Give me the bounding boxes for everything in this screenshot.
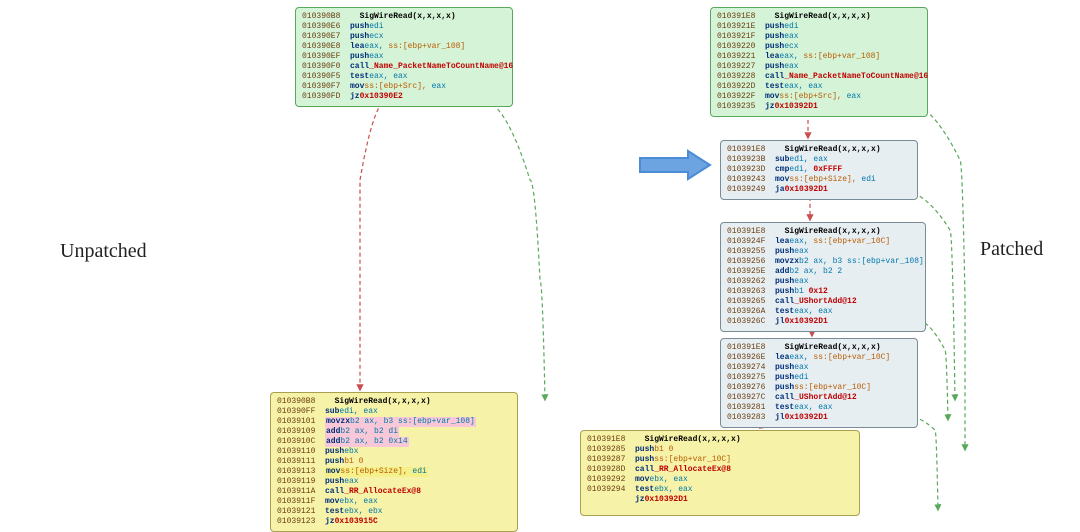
asm-line: 0103922Fmovss:[ebp+Src], eax (717, 92, 921, 102)
asm-line: 0103924Fleaeax, ss:[ebp+var_10C] (727, 237, 919, 247)
label-patched: Patched (980, 238, 1043, 261)
asm-block-L_bot: 010390B8 SigWireRead(x,x,x,x)010390FFsub… (270, 392, 518, 532)
asm-line: 01039220pushecx (717, 42, 921, 52)
asm-line: 01039109addb2 ax, b2 di (277, 427, 511, 437)
asm-line: 01039101movzxb2 ax, b3 ss:[ebp+var_108] (277, 417, 511, 427)
block-header: 010391E8 SigWireRead(x,x,x,x) (727, 343, 911, 353)
asm-line: jz0x10392D1 (587, 495, 853, 505)
asm-line: 01039281testeax, eax (727, 403, 911, 413)
asm-line: 0103910Caddb2 ax, b2 0x14 (277, 437, 511, 447)
block-header: 010391E8 SigWireRead(x,x,x,x) (717, 12, 921, 22)
asm-line: 010390F7movss:[ebp+Src], eax (302, 82, 506, 92)
asm-line: 01039243movss:[ebp+Size], edi (727, 175, 911, 185)
asm-line: 0103926Eleaeax, ss:[ebp+var_10C] (727, 353, 911, 363)
asm-line: 010390EFpusheax (302, 52, 506, 62)
asm-line: 0103922Dtesteax, eax (717, 82, 921, 92)
block-header: 010391E8 SigWireRead(x,x,x,x) (727, 227, 919, 237)
block-header: 010391E8 SigWireRead(x,x,x,x) (587, 435, 853, 445)
asm-line: 010390FFsubedi, eax (277, 407, 511, 417)
asm-line: 01039113movss:[ebp+Size], edi (277, 467, 511, 477)
cfg-edge (480, 99, 545, 400)
asm-line: 01039283jl0x10392D1 (727, 413, 911, 423)
asm-line: 01039227pusheax (717, 62, 921, 72)
patch-arrow (640, 151, 710, 179)
asm-line: 010390F5testeax, eax (302, 72, 506, 82)
asm-line: 010390FDjz0x10390E2 (302, 92, 506, 102)
asm-line: 0103911Fmovebx, eax (277, 497, 511, 507)
asm-line: 01039275pushedi (727, 373, 911, 383)
asm-line: 01039294testebx, eax (587, 485, 853, 495)
asm-line: 0103923Dcmpedi, 0xFFFF (727, 165, 911, 175)
asm-line: 0103926Cjl0x10392D1 (727, 317, 919, 327)
asm-line: 010390F0call_Name_PacketNameToCountName@… (302, 62, 506, 72)
asm-block-L_top: 010390B8 SigWireRead(x,x,x,x)010390E6pus… (295, 7, 513, 107)
asm-block-R_b3: 010391E8 SigWireRead(x,x,x,x)0103926Elea… (720, 338, 918, 428)
asm-block-R_b2: 010391E8 SigWireRead(x,x,x,x)0103924Flea… (720, 222, 926, 332)
cfg-edge (360, 99, 388, 390)
asm-line: 0103921Fpusheax (717, 32, 921, 42)
asm-line: 01039256movzxb2 ax, b3 ss:[ebp+var_108] (727, 257, 919, 267)
block-header: 010391E8 SigWireRead(x,x,x,x) (727, 145, 911, 155)
cfg-edge (900, 414, 938, 510)
asm-line: 01039121testebx, ebx (277, 507, 511, 517)
asm-line: 010390E7pushecx (302, 32, 506, 42)
asm-line: 01039228call_Name_PacketNameToCountName@… (717, 72, 921, 82)
asm-block-R_bot: 010391E8 SigWireRead(x,x,x,x)01039285pus… (580, 430, 860, 516)
asm-line: 01039110pushebx (277, 447, 511, 457)
asm-line: 01039111pushb1 0 (277, 457, 511, 467)
asm-line: 01039262pusheax (727, 277, 919, 287)
asm-line: 01039274pusheax (727, 363, 911, 373)
block-header: 010390B8 SigWireRead(x,x,x,x) (302, 12, 506, 22)
asm-block-R_b1: 010391E8 SigWireRead(x,x,x,x)0103923Bsub… (720, 140, 918, 200)
asm-line: 01039287pushss:[ebp+var_10C] (587, 455, 853, 465)
asm-line: 010390E6pushedi (302, 22, 506, 32)
asm-line: 01039221leaeax, ss:[ebp+var_108] (717, 52, 921, 62)
asm-line: 0103921Epushedi (717, 22, 921, 32)
asm-line: 01039263pushb1 0x12 (727, 287, 919, 297)
asm-line: 0103928Dcall_RR_AllocateEx@8 (587, 465, 853, 475)
asm-line: 01039285pushb1 0 (587, 445, 853, 455)
asm-line: 010390E8leaeax, ss:[ebp+var_108] (302, 42, 506, 52)
asm-line: 01039255pusheax (727, 247, 919, 257)
asm-block-R_top: 010391E8 SigWireRead(x,x,x,x)0103921Epus… (710, 7, 928, 117)
asm-line: 01039265call_UShortAdd@12 (727, 297, 919, 307)
asm-line: 0103927Ccall_UShortAdd@12 (727, 393, 911, 403)
asm-line: 01039276pushss:[ebp+var_10C] (727, 383, 911, 393)
asm-line: 0103926Atesteax, eax (727, 307, 919, 317)
asm-line: 0103911Acall_RR_AllocateEx@8 (277, 487, 511, 497)
asm-line: 01039119pusheax (277, 477, 511, 487)
asm-line: 01039292movebx, eax (587, 475, 853, 485)
asm-line: 01039123jz0x103915C (277, 517, 511, 527)
label-unpatched: Unpatched (60, 240, 147, 263)
asm-line: 0103925Eaddb2 ax, b2 2 (727, 267, 919, 277)
asm-line: 01039235jz0x10392D1 (717, 102, 921, 112)
asm-line: 01039249ja0x10392D1 (727, 185, 911, 195)
asm-line: 0103923Bsubedi, eax (727, 155, 911, 165)
block-header: 010390B8 SigWireRead(x,x,x,x) (277, 397, 511, 407)
